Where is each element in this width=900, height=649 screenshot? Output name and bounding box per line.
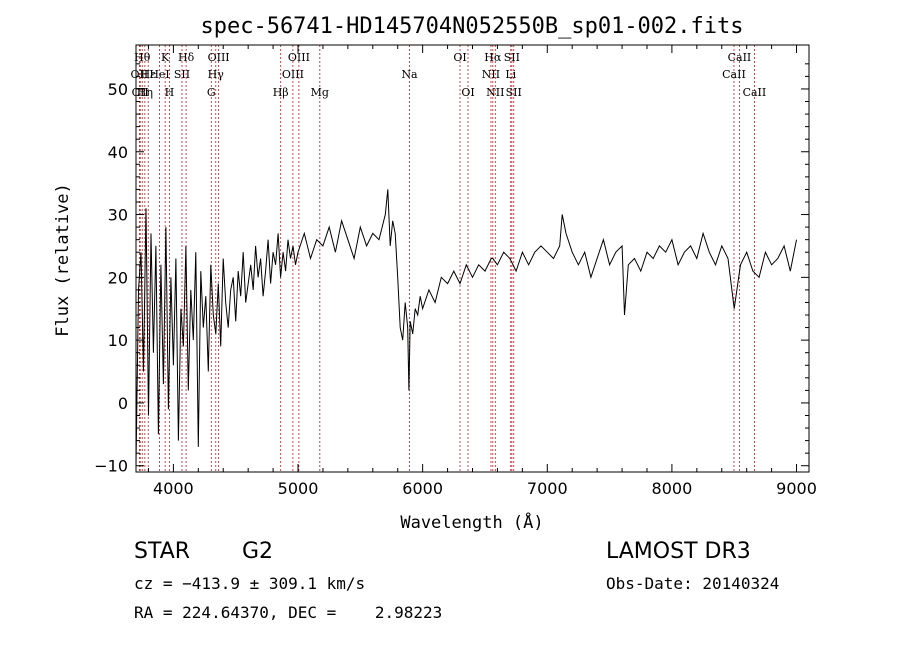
line-label: Hβ [273, 86, 289, 99]
line-label: CII [132, 86, 149, 99]
x-axis-label: Wavelength (Å) [400, 511, 543, 533]
y-tick-label: 30 [108, 206, 128, 225]
line-label: Mg [311, 86, 329, 99]
line-label: Na [401, 68, 418, 81]
line-label: OIII [288, 51, 310, 64]
line-label: OI [461, 86, 474, 99]
line-label: Li [505, 68, 516, 81]
line-label: Hε [141, 68, 157, 81]
line-label: Hθ [134, 51, 151, 64]
y-tick-label: 10 [108, 331, 128, 350]
x-tick-label: 6000 [402, 479, 443, 498]
plot-frame [135, 44, 810, 473]
line-label: Hη [137, 86, 153, 99]
emission-line-markers [138, 45, 755, 472]
x-tick-label: 8000 [652, 479, 693, 498]
coordinates-readout: RA = 224.64370, DEC = 2.98223 [134, 603, 443, 622]
line-label: OIII [208, 51, 230, 64]
y-tick-label: 50 [108, 80, 128, 99]
spectrum-series [135, 189, 797, 466]
line-label: OII [131, 68, 149, 81]
axis-ticks: 4000 5000 6000 7000 8000 9000 −10 0 10 20 30 40 50 [94, 45, 817, 498]
spectrum-chart: spec-56741-HD145704N052550B_sp01-002.fit… [53, 14, 817, 533]
line-label: G [207, 86, 216, 99]
y-tick-label: 40 [108, 143, 128, 162]
line-label: Hδ [178, 51, 195, 64]
x-tick-label: 7000 [527, 479, 568, 498]
object-class: STAR [134, 539, 191, 564]
line-label: Hγ [208, 68, 225, 81]
line-label: H [165, 86, 175, 99]
spectral-subclass: G2 [242, 539, 274, 564]
line-label: CaII [743, 86, 767, 99]
line-label: CaII [722, 68, 746, 81]
y-axis-label: Flux (relative) [53, 183, 73, 337]
chart-title: spec-56741-HD145704N052550B_sp01-002.fit… [200, 14, 743, 39]
line-label: NII [482, 68, 500, 81]
x-tick-label: 4000 [153, 479, 194, 498]
line-label: OIII [282, 68, 304, 81]
observation-date: Obs-Date: 20140324 [606, 574, 780, 593]
line-label: SII [504, 51, 520, 64]
x-tick-label: 9000 [776, 479, 817, 498]
redshift-readout: cz = −413.9 ± 309.1 km/s [134, 574, 366, 593]
line-label: HeI [149, 68, 169, 81]
line-label: K [161, 51, 170, 64]
line-label: CaII [728, 51, 752, 64]
line-label: NII [486, 86, 504, 99]
y-tick-label: −10 [94, 457, 128, 476]
y-tick-label: 20 [108, 268, 128, 287]
line-label: Hα [484, 51, 502, 64]
line-label: SII [506, 86, 522, 99]
line-label: SII [174, 68, 190, 81]
survey-name: LAMOST DR3 [606, 539, 751, 564]
x-tick-label: 5000 [278, 479, 319, 498]
line-label: OI [453, 51, 466, 64]
y-tick-label: 0 [118, 394, 128, 413]
